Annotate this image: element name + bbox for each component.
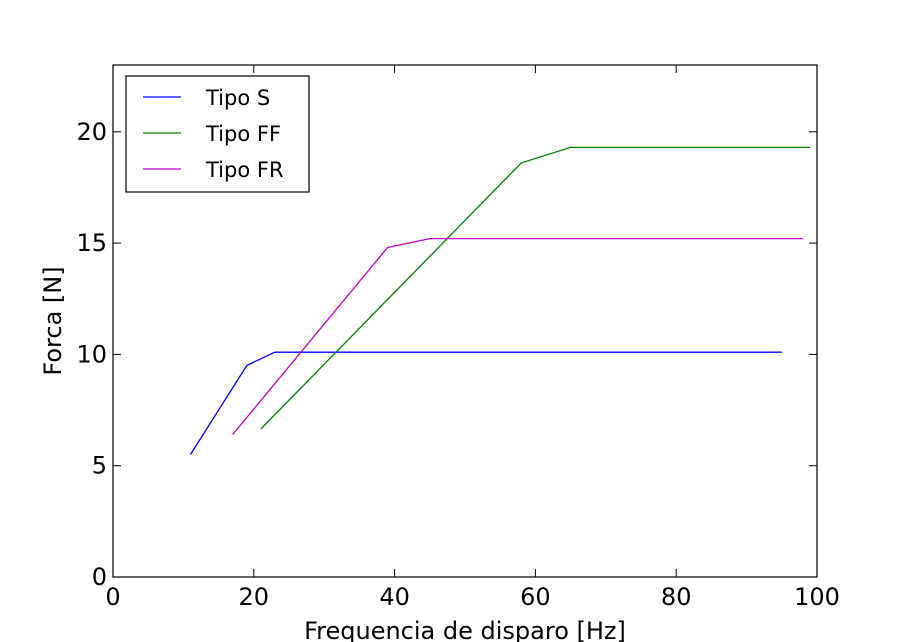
legend: Tipo S Tipo FF Tipo FR xyxy=(125,75,310,193)
y-tick-label: 10 xyxy=(76,340,107,368)
x-tick-label: 60 xyxy=(520,583,551,611)
y-tick-label: 5 xyxy=(92,452,107,480)
series-line-tipo-s xyxy=(189,351,782,455)
series-line-tipo-ff xyxy=(260,146,810,430)
x-tick-label: 100 xyxy=(794,583,840,611)
y-axis-label: Forca [N] xyxy=(39,266,67,375)
x-tick-label: 20 xyxy=(239,583,270,611)
legend-label: Tipo S xyxy=(205,86,270,110)
legend-label: Tipo FF xyxy=(205,122,281,146)
x-tick-label: 40 xyxy=(379,583,410,611)
x-axis-label: Frequencia de disparo [Hz] xyxy=(304,617,626,642)
ticks-layer: 0 20 40 60 80 100 0 5 10 15 20 xyxy=(76,65,840,611)
series-line-tipo-fr xyxy=(232,237,803,435)
x-tick-label: 0 xyxy=(105,583,120,611)
legend-box xyxy=(125,75,310,193)
legend-label: Tipo FR xyxy=(205,158,284,182)
series-layer xyxy=(189,146,810,455)
plot-frame xyxy=(112,64,818,578)
x-tick-label: 80 xyxy=(661,583,692,611)
y-tick-label: 0 xyxy=(92,563,107,591)
y-tick-label: 15 xyxy=(76,229,107,257)
y-tick-label: 20 xyxy=(76,118,107,146)
